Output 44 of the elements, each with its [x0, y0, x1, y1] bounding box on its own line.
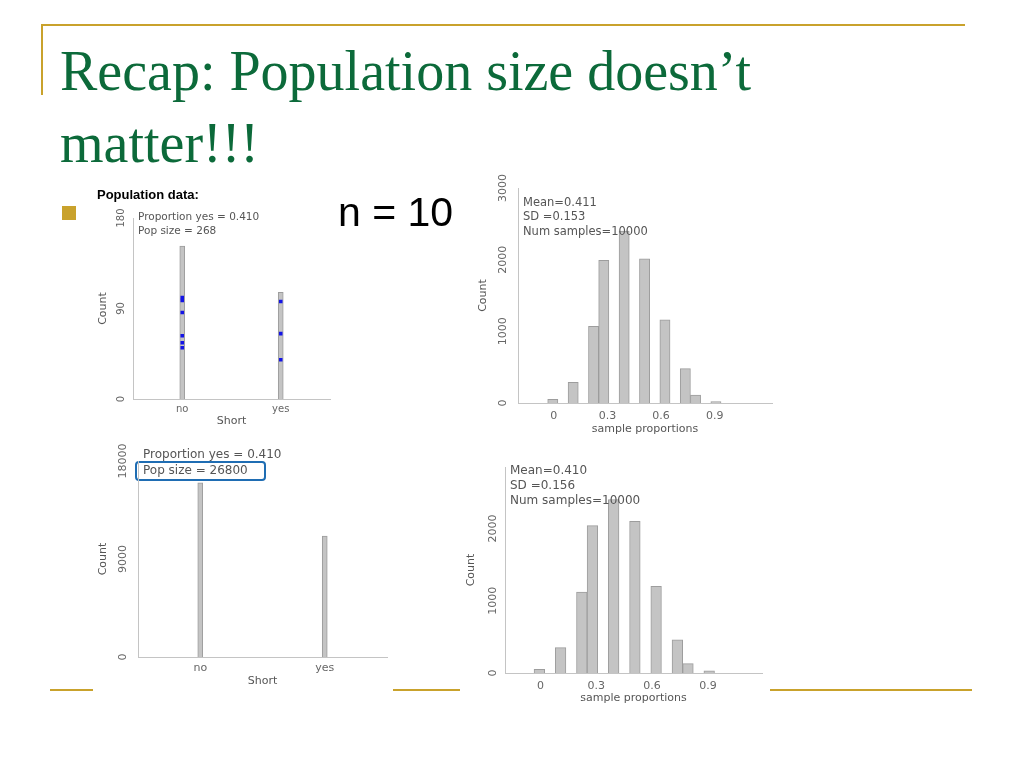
x-tick-label: yes — [315, 661, 335, 675]
text: Recap: Population size doesn’t matter!!! — [60, 40, 752, 174]
x-tick-label: no — [193, 661, 208, 675]
annotation: Num samples=10000 — [510, 492, 641, 507]
x-tick-label: 0.3 — [587, 679, 605, 693]
text: n = 10 — [338, 189, 454, 235]
x-tick-label: 0.9 — [706, 409, 724, 423]
x-tick-label: yes — [272, 402, 290, 414]
y-axis-title: Count — [96, 541, 110, 576]
y-tick-label: 2000 — [485, 514, 499, 543]
y-tick-label: 2000 — [495, 245, 509, 274]
x-tick-label: 0.3 — [598, 409, 617, 423]
y-tick-label: 9000 — [115, 545, 129, 573]
annotation: SD =0.156 — [510, 477, 576, 492]
y-tick-label: 18000 — [115, 443, 129, 479]
y-tick-label: 90 — [114, 302, 126, 315]
x-tick-label: 0.6 — [652, 409, 670, 423]
y-tick-label: 1000 — [485, 586, 499, 615]
y-tick-label: 1000 — [495, 317, 509, 346]
y-tick-label: 3000 — [495, 174, 509, 202]
x-axis-title: sample proportions — [580, 691, 688, 705]
x-tick-label: 0 — [550, 409, 558, 423]
x-axis-title: sample proportions — [591, 422, 699, 436]
annotation: Num samples=10000 — [523, 223, 648, 238]
annotation: Pop size = 268 — [138, 223, 217, 236]
annotation: Mean=0.410 — [510, 463, 588, 478]
y-axis-title: Count — [476, 278, 490, 312]
annotation: Proportion yes = 0.410 — [143, 447, 282, 462]
y-tick-label: 180 — [114, 208, 126, 228]
y-axis-title: Count — [464, 552, 478, 587]
x-tick-label: 0.9 — [699, 679, 717, 693]
y-axis-title: Count — [96, 291, 110, 325]
annotation: Proportion yes = 0.410 — [138, 210, 260, 223]
y-tick-label: 0 — [114, 395, 126, 403]
x-axis-title: Short — [216, 414, 247, 428]
annotation: Mean=0.411 — [523, 194, 597, 209]
x-tick-label: no — [176, 402, 189, 414]
annotation: Pop size = 26800 — [143, 462, 248, 477]
y-tick-label: 0 — [115, 653, 129, 661]
x-tick-label: 0.6 — [643, 679, 661, 693]
x-axis-title: Short — [247, 674, 278, 688]
chart-title: Population data: — [97, 187, 199, 203]
annotation: SD =0.153 — [523, 209, 586, 224]
x-tick-label: 0 — [536, 679, 544, 693]
